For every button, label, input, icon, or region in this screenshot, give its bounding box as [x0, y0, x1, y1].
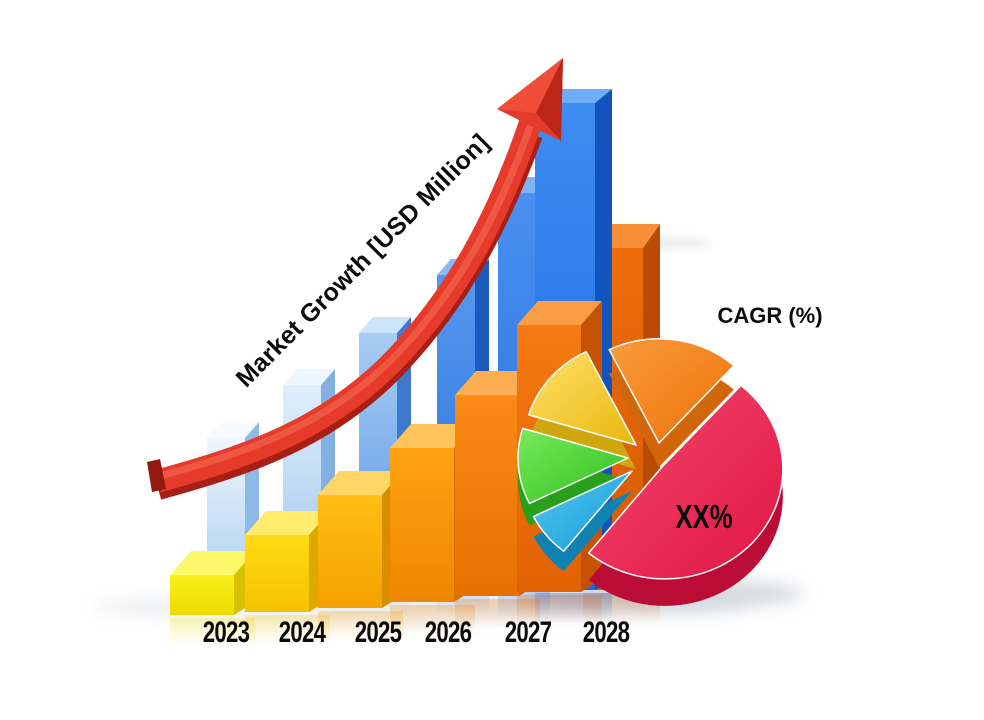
pie-slice-green — [517, 427, 629, 505]
cagr-heading: CAGR (%) — [717, 303, 823, 328]
pie-slice-red — [587, 384, 784, 580]
pie-slice-blue-side — [533, 491, 632, 572]
bar-front-orange-2025-reflection — [318, 611, 403, 641]
bar-front-orange-2023-top-face — [170, 551, 255, 575]
bar-front-orange-2024-reflection — [245, 615, 330, 645]
pie-slice-blue — [532, 470, 633, 552]
bar-front-orange-2025-front-face — [318, 495, 382, 608]
arrow-head-dark-facet — [536, 58, 563, 141]
growth-arrow — [147, 58, 563, 500]
axis-label-2028: 2028 — [582, 616, 630, 649]
axis-label-2027: 2027 — [504, 616, 552, 649]
pie-value-placeholder: XX% — [675, 498, 733, 535]
axis-label-2023: 2023 — [202, 616, 250, 649]
bar-back-blue-2024-top-face — [283, 369, 335, 385]
axis-label-2026: 2026 — [424, 616, 472, 649]
bar-front-orange-2023-front-face — [170, 575, 234, 615]
arrow-shaft-highlight — [159, 119, 536, 480]
bar-front-orange-2024-front-face — [245, 535, 309, 612]
bar-back-blue-2025-top-face — [359, 317, 411, 333]
bar-back-blue-2023-top-face — [207, 422, 259, 438]
bar-front-orange-2027-front-face — [455, 395, 519, 596]
bar-front-orange-2026-top-face — [390, 424, 475, 448]
bar-front-orange-2026-front-face — [390, 448, 454, 602]
bar-front-orange-2024-top-face — [245, 511, 330, 535]
bar-front-orange-2023 — [170, 551, 255, 648]
axis-label-2024: 2024 — [278, 616, 326, 649]
cagr-pie-chart — [517, 338, 784, 606]
arrow-head-light-facet — [497, 58, 563, 113]
pie-slice-yellow — [528, 350, 637, 446]
bar-front-orange-2028-top-face — [517, 301, 602, 325]
bar-front-orange-2023-reflection — [170, 618, 255, 648]
pie-slice-orange — [608, 338, 735, 444]
arrow-tail-cap — [147, 459, 166, 492]
bar-front-orange-2028-reflection — [517, 595, 602, 625]
axis-label-2025: 2025 — [354, 616, 402, 649]
bar-front-orange-2025-top-face — [318, 471, 403, 495]
